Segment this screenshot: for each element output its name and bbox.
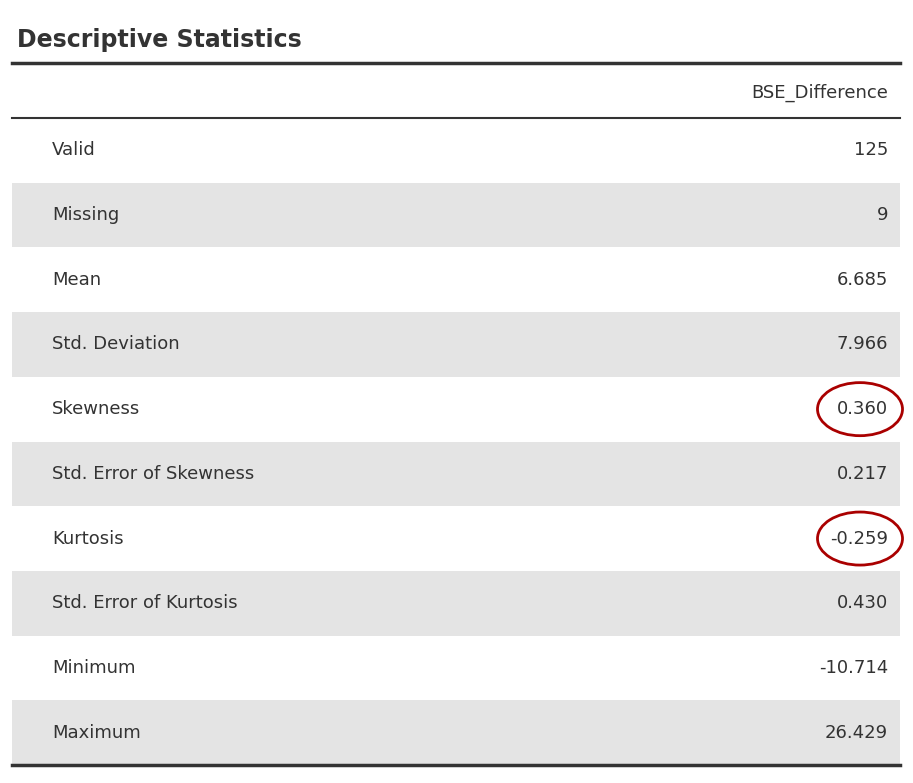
Text: Valid: Valid xyxy=(52,142,96,160)
Text: BSE_Difference: BSE_Difference xyxy=(751,84,888,102)
Text: -10.714: -10.714 xyxy=(819,659,888,677)
Text: Descriptive Statistics: Descriptive Statistics xyxy=(17,28,302,52)
Text: Std. Error of Kurtosis: Std. Error of Kurtosis xyxy=(52,594,237,612)
Bar xyxy=(12,312,900,377)
Text: Missing: Missing xyxy=(52,206,120,224)
Text: Minimum: Minimum xyxy=(52,659,135,677)
Bar xyxy=(12,442,900,506)
Text: 7.966: 7.966 xyxy=(836,335,888,353)
Text: Maximum: Maximum xyxy=(52,723,141,742)
Bar xyxy=(12,182,900,247)
Bar xyxy=(12,700,900,765)
Text: 6.685: 6.685 xyxy=(836,271,888,289)
Text: Skewness: Skewness xyxy=(52,400,141,418)
Text: Mean: Mean xyxy=(52,271,101,289)
Bar xyxy=(12,571,900,636)
Text: Kurtosis: Kurtosis xyxy=(52,529,123,547)
Text: 0.360: 0.360 xyxy=(837,400,888,418)
Text: -0.259: -0.259 xyxy=(830,529,888,547)
Text: Std. Deviation: Std. Deviation xyxy=(52,335,180,353)
Text: Std. Error of Skewness: Std. Error of Skewness xyxy=(52,465,254,483)
Text: 0.430: 0.430 xyxy=(836,594,888,612)
Text: 9: 9 xyxy=(876,206,888,224)
Text: 26.429: 26.429 xyxy=(824,723,888,742)
Text: 125: 125 xyxy=(854,142,888,160)
Text: 0.217: 0.217 xyxy=(836,465,888,483)
